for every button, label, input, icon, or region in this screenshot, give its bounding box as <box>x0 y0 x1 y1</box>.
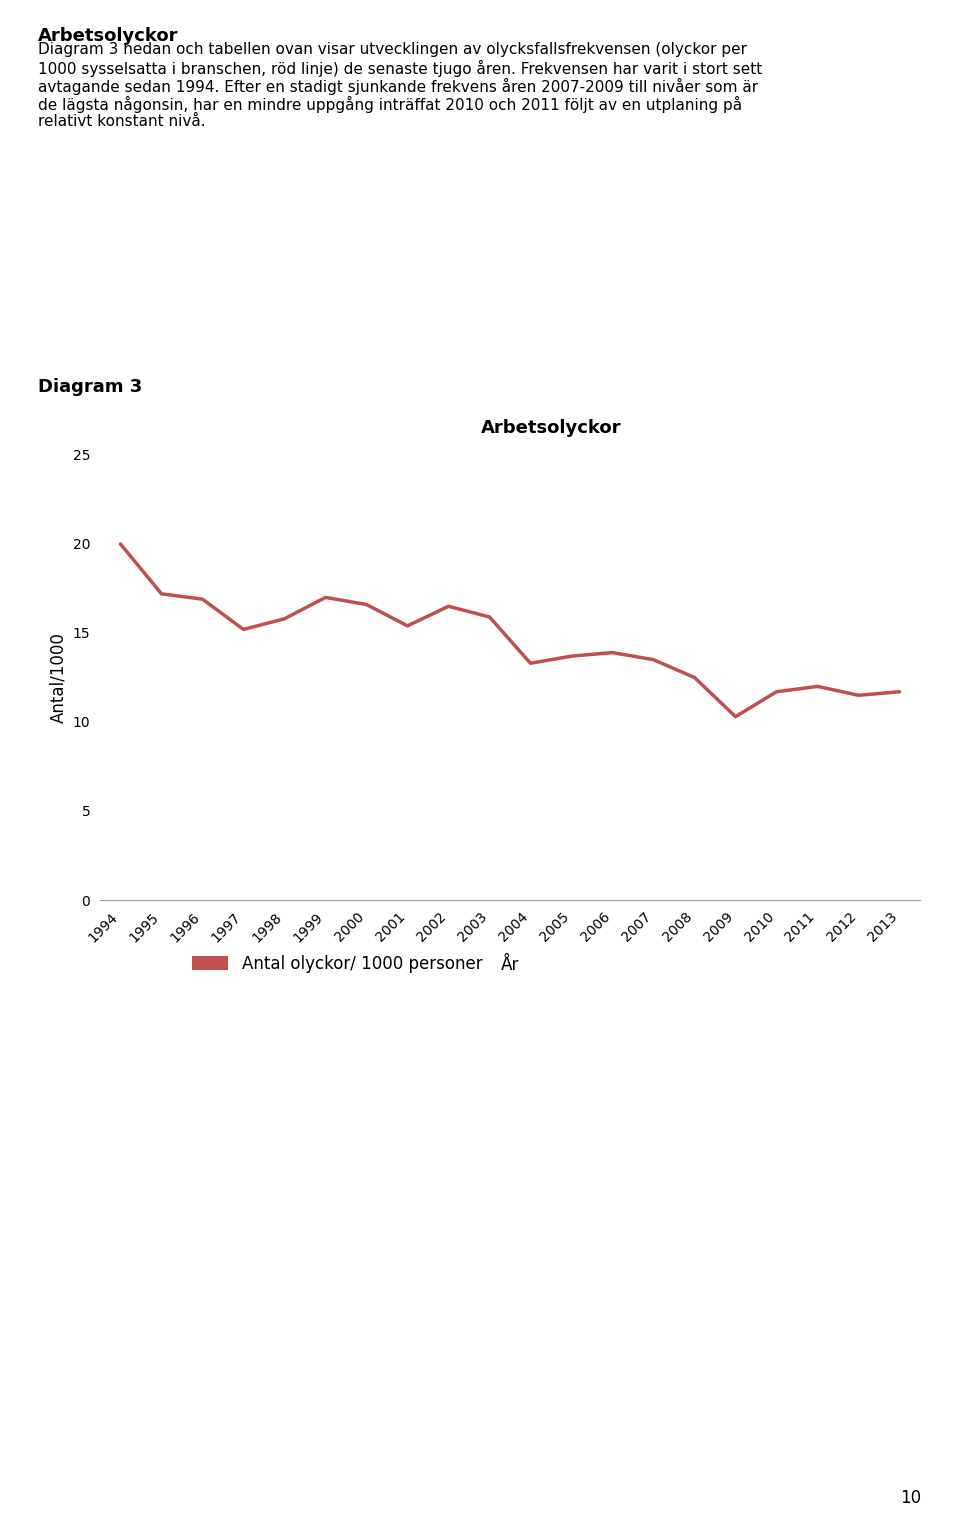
Text: 10: 10 <box>900 1489 922 1507</box>
Text: relativt konstant nivå.: relativt konstant nivå. <box>38 114 206 129</box>
Text: Arbetsolyckor: Arbetsolyckor <box>38 27 179 46</box>
Text: 1000 sysselsatta i branschen, röd linje) de senaste tjugo åren. Frekvensen har v: 1000 sysselsatta i branschen, röd linje)… <box>38 59 762 77</box>
X-axis label: År: År <box>501 955 519 974</box>
Text: Arbetsolyckor: Arbetsolyckor <box>481 419 621 437</box>
Legend: Antal olyckor/ 1000 personer: Antal olyckor/ 1000 personer <box>185 948 489 980</box>
Text: Diagram 3: Diagram 3 <box>38 378 143 396</box>
Y-axis label: Antal/1000: Antal/1000 <box>49 632 67 723</box>
Text: avtagande sedan 1994. Efter en stadigt sjunkande frekvens åren 2007-2009 till ni: avtagande sedan 1994. Efter en stadigt s… <box>38 77 758 96</box>
Text: Diagram 3 nedan och tabellen ovan visar utvecklingen av olycksfallsfrekvensen (o: Diagram 3 nedan och tabellen ovan visar … <box>38 43 748 58</box>
Text: de lägsta någonsin, har en mindre uppgång inträffat 2010 och 2011 följt av en ut: de lägsta någonsin, har en mindre uppgån… <box>38 96 742 112</box>
